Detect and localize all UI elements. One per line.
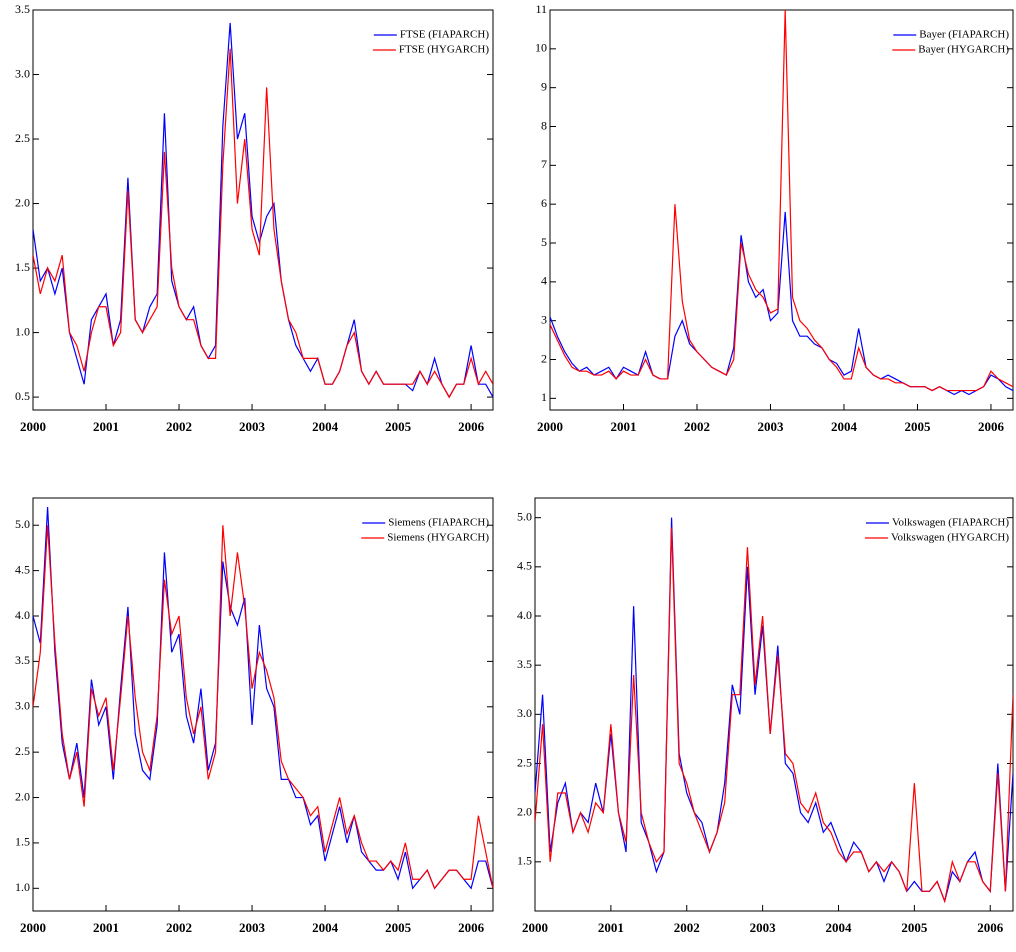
x-tick-label: 2005: [904, 419, 931, 434]
x-tick-label: 2002: [684, 419, 710, 434]
legend-label: FTSE (FIAPARCH): [400, 29, 489, 41]
x-tick-label: 2001: [93, 419, 119, 434]
legend-label: Bayer (FIAPARCH): [919, 29, 1009, 41]
x-tick-label: 2004: [825, 920, 852, 935]
x-tick-label: 2004: [831, 419, 858, 434]
y-tick-label: 3.5: [15, 653, 30, 667]
x-tick-label: 2000: [20, 419, 46, 434]
y-tick-label: 2.5: [517, 755, 532, 769]
y-tick-label: 4.0: [517, 608, 532, 622]
y-tick-label: 4.5: [517, 559, 532, 573]
y-tick-label: 2.0: [15, 195, 30, 209]
series-line: [33, 507, 493, 890]
y-tick-label: 5.0: [15, 517, 30, 531]
y-tick-label: 1.0: [15, 324, 30, 338]
y-tick-label: 3.0: [15, 66, 30, 80]
x-tick-label: 2000: [537, 419, 563, 434]
y-tick-label: 6: [541, 196, 547, 210]
x-tick-label: 2006: [458, 920, 485, 935]
x-tick-label: 2002: [674, 920, 700, 935]
y-tick-label: 10: [535, 41, 547, 55]
series-line: [535, 527, 1013, 904]
y-tick-label: 3.5: [517, 657, 532, 671]
y-tick-label: 1.5: [15, 835, 30, 849]
x-tick-label: 2006: [458, 419, 485, 434]
y-tick-label: 2.5: [15, 744, 30, 758]
y-tick-label: 3.0: [517, 706, 532, 720]
y-tick-label: 2: [541, 351, 547, 365]
y-tick-label: 0.5: [15, 389, 30, 403]
y-tick-label: 7: [541, 157, 547, 171]
x-tick-label: 2003: [757, 419, 784, 434]
y-tick-label: 1.5: [15, 260, 30, 274]
plot-frame: [534, 497, 1014, 912]
x-tick-label: 2004: [312, 920, 339, 935]
y-tick-label: 2.0: [15, 789, 30, 803]
series-line: [550, 211, 1013, 396]
y-tick-label: 5.0: [517, 509, 532, 523]
y-tick-label: 4: [541, 274, 547, 288]
y-tick-label: 5: [541, 235, 547, 249]
series-line: [33, 22, 493, 399]
plot-frame: [32, 497, 494, 912]
x-tick-label: 2002: [166, 920, 192, 935]
x-tick-label: 2004: [312, 419, 339, 434]
series-line: [550, 10, 1013, 392]
x-tick-label: 2005: [385, 419, 412, 434]
x-tick-label: 2006: [977, 920, 1004, 935]
x-tick-label: 2006: [978, 419, 1005, 434]
x-tick-label: 2000: [20, 920, 46, 935]
x-tick-label: 2003: [239, 419, 266, 434]
legend-label: Volkswagen (HYGARCH): [891, 532, 1009, 544]
x-tick-label: 2003: [239, 920, 266, 935]
y-tick-label: 4.5: [15, 562, 30, 576]
y-tick-label: 8: [541, 118, 547, 132]
y-tick-label: 11: [535, 2, 547, 16]
legend-label: Siemens (FIAPARCH): [388, 517, 489, 529]
x-tick-label: 2002: [166, 419, 192, 434]
y-tick-label: 1.5: [517, 854, 532, 868]
y-tick-label: 1: [541, 390, 547, 404]
legend-label: Bayer (HYGARCH): [918, 44, 1009, 56]
series-line: [33, 48, 493, 399]
y-tick-label: 1.0: [15, 880, 30, 894]
series-line: [535, 517, 1013, 904]
plot-frame: [549, 9, 1014, 411]
x-tick-label: 2003: [750, 920, 777, 935]
x-tick-label: 2001: [598, 920, 624, 935]
y-tick-label: 2.5: [15, 131, 30, 145]
x-tick-label: 2005: [901, 920, 928, 935]
legend-label: FTSE (HYGARCH): [399, 44, 489, 56]
x-tick-label: 2001: [93, 920, 119, 935]
y-tick-label: 2.0: [517, 804, 532, 818]
y-tick-label: 3.0: [15, 699, 30, 713]
x-tick-label: 2005: [385, 920, 412, 935]
y-tick-label: 9: [541, 79, 547, 93]
series-line: [33, 525, 493, 890]
y-tick-label: 3.5: [15, 2, 30, 16]
plot-frame: [32, 9, 494, 411]
y-tick-label: 3: [541, 312, 547, 326]
y-tick-label: 4.0: [15, 608, 30, 622]
legend-label: Siemens (HYGARCH): [387, 532, 489, 544]
x-tick-label: 2000: [522, 920, 548, 935]
x-tick-label: 2001: [610, 419, 636, 434]
legend-label: Volkswagen (FIAPARCH): [892, 517, 1009, 529]
